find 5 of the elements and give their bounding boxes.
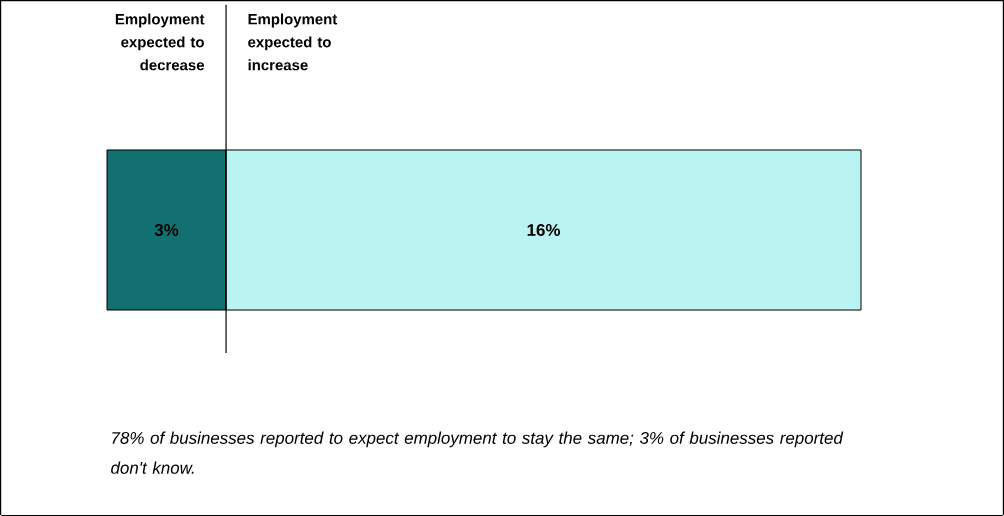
data-label: 3% — [154, 223, 179, 236]
data-label: 16% — [527, 224, 561, 236]
text: 78% of businesses reported to expect employment to stay the same; 3% of businesses reported don't know. — [111, 431, 844, 474]
text: Employment expected to increase — [248, 13, 338, 71]
text: Employment expected to decrease — [115, 13, 205, 71]
